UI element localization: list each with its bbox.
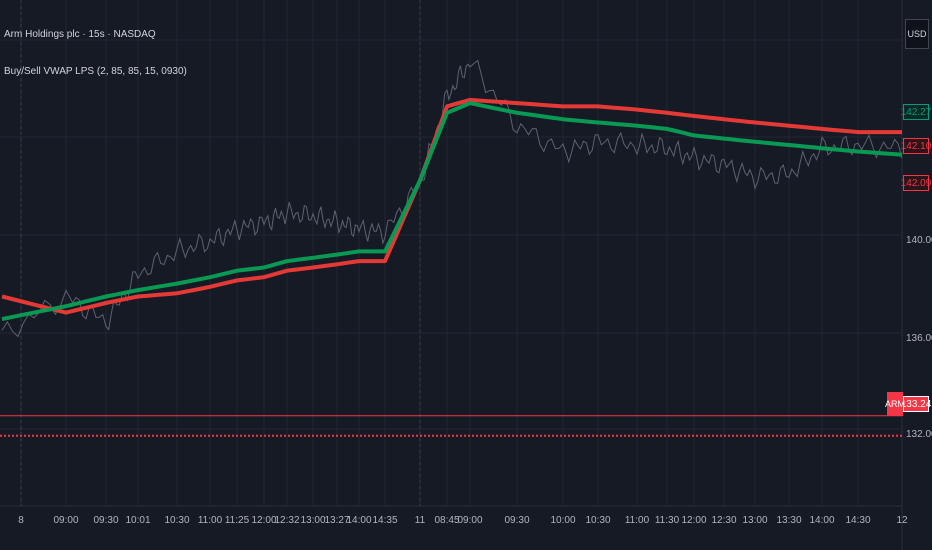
x-tick-label: 12 [896,515,908,526]
x-tick-label: 11:30 [654,515,680,526]
x-tick-label: 09:30 [504,515,530,526]
x-tick-label: 10:30 [585,515,611,526]
x-tick-label: 12:00 [251,515,277,526]
x-tick-label: 14:35 [372,515,398,526]
x-tick-label: 09:00 [457,515,483,526]
sell-vwap-price-label-2: 142.09 [901,175,931,191]
y-tick-label: 136.00 [906,333,932,344]
x-tick-label: 14:00 [346,515,372,526]
x-tick-label: 13:00 [300,515,326,526]
x-tick-label: 12:32 [274,515,300,526]
x-tick-label: 10:30 [164,515,190,526]
x-tick-label: 14:30 [845,515,871,526]
x-tick-label: 11:00 [197,515,223,526]
x-tick-label: 09:00 [53,515,79,526]
currency-button[interactable]: USD [905,19,929,49]
y-tick-label: 140.00 [906,235,932,246]
x-tick-label: 11 [414,515,426,526]
x-tick-label: 8 [18,515,24,526]
chart-title: Arm Holdings plc · 15s · NASDAQ [4,29,156,40]
x-tick-label: 13:27 [324,515,350,526]
indicator-legend[interactable]: Buy/Sell VWAP LPS (2, 85, 85, 15, 0930) [4,66,187,77]
x-tick-label: 11:25 [224,515,250,526]
x-tick-label: 12:30 [711,515,737,526]
x-tick-label: 11:00 [624,515,650,526]
x-tick-label: 12:00 [681,515,707,526]
x-tick-label: 10:00 [550,515,576,526]
x-tick-label: 14:00 [809,515,835,526]
buy-vwap-line [1,101,903,322]
x-tick-label: 08:45 [434,515,460,526]
x-tick-label: 13:30 [776,515,802,526]
x-tick-label: 09:30 [93,515,119,526]
buy-vwap-price-label: 142.27 [901,104,931,120]
last-price-label: 133.24 [901,396,931,412]
sell-vwap-price-label: 142.10 [901,138,931,154]
y-tick-label: 132.00 [906,429,932,440]
x-tick-label: 10:01 [125,515,151,526]
symbol-badge: ARM [885,392,905,416]
x-tick-label: 13:00 [742,515,768,526]
sell-vwap-line [1,97,902,315]
